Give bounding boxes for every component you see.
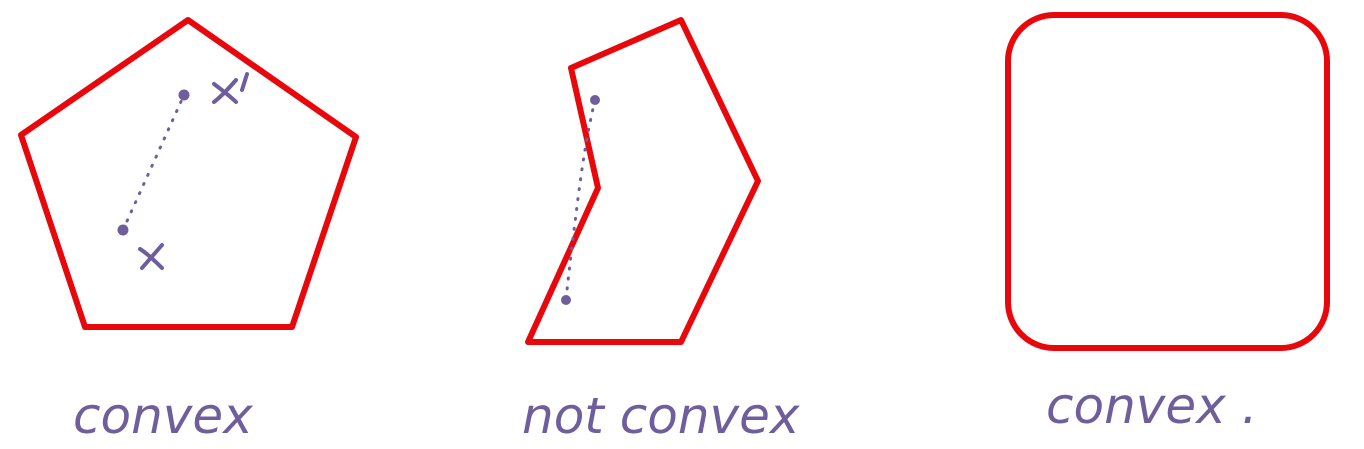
- figure-pentagon: [18, 17, 359, 330]
- nonconvex-point-bottom: [561, 295, 571, 305]
- segment-leaving-shape: [564, 98, 597, 302]
- figure-nonconvex: [525, 17, 761, 345]
- point-x-prime-dot: [178, 89, 190, 101]
- nonconvex-outline: [525, 17, 761, 345]
- nonconvex-point-top: [590, 95, 600, 105]
- segment-inside-pentagon: [121, 93, 186, 232]
- caption-not-convex: not convex: [522, 387, 800, 445]
- point-x-dot: [117, 224, 129, 236]
- marker-x: [138, 243, 164, 270]
- caption-convex-1: convex: [73, 387, 253, 445]
- rounded-square-outline: [1005, 12, 1330, 351]
- caption-convex-2: convex .: [1046, 377, 1258, 435]
- marker-x-prime: [212, 72, 249, 104]
- pentagon-outline: [18, 17, 359, 330]
- figure-rounded-square: [1005, 12, 1330, 351]
